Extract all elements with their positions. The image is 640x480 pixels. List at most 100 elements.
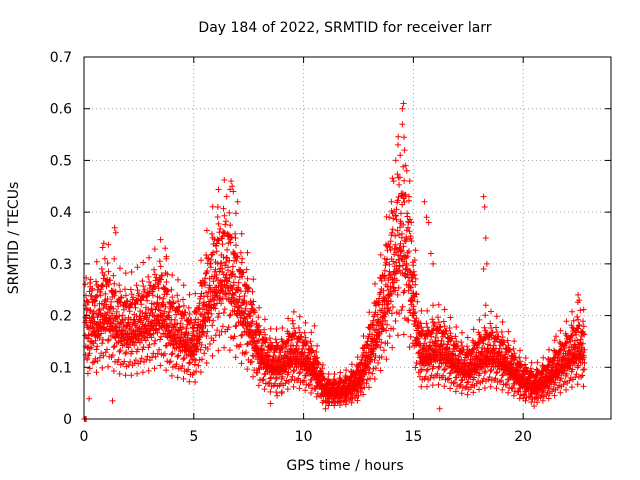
data-point [268,374,275,381]
data-point [168,351,175,358]
data-point [394,227,401,234]
data-point [96,354,103,361]
data-point [260,376,267,383]
data-point [134,287,141,294]
data-point [392,241,399,248]
data-point [195,362,202,369]
data-point [306,381,313,388]
data-point [424,324,431,331]
data-point [100,281,106,288]
data-point [389,175,396,182]
data-point [392,157,399,164]
data-point [301,377,308,384]
data-point [93,346,100,353]
data-point [148,305,155,312]
data-point [167,358,174,365]
data-point [539,397,546,404]
data-point [395,332,401,339]
data-point [562,340,569,347]
data-point [103,301,110,308]
data-point [180,375,187,382]
data-point [217,260,224,267]
data-point [157,263,164,270]
data-point [421,198,428,205]
data-point [568,332,575,339]
data-point [175,276,181,283]
data-point [473,380,480,387]
data-point [407,233,414,240]
data-point [493,385,500,392]
data-point [136,290,142,297]
data-point [227,239,234,246]
data-point [390,325,397,332]
data-point [524,367,531,374]
data-point [301,329,308,336]
data-point [510,345,517,352]
data-point [207,341,213,347]
data-point [388,198,395,205]
data-point [141,286,148,293]
data-point [221,177,228,183]
data-point [170,299,177,306]
data-point [139,369,146,376]
data-point [127,358,134,365]
data-point [121,358,128,365]
data-point [234,198,241,205]
data-point [223,272,230,279]
axis-ticks: 0 0.1 0.2 0.3 0.4 0.5 0.6 0.7 0 5 10 15 20 [50,50,611,445]
data-point [487,367,494,374]
data-point [254,369,261,376]
data-point [443,328,450,335]
data-point [169,350,176,357]
data-point [384,340,391,347]
data-point [348,399,355,406]
data-point [499,386,506,393]
data-point [410,262,417,269]
data-point [411,257,418,264]
data-point [499,334,506,341]
data-point [464,379,471,386]
data-point [232,235,239,241]
data-point [414,335,421,342]
data-point [267,400,274,407]
data-point [208,310,215,317]
data-point [93,278,99,285]
data-point [231,333,238,340]
data-point [262,331,268,338]
data-point [313,393,320,400]
data-point [451,379,458,386]
data-point [93,258,100,265]
data-point [227,311,234,318]
data-point [378,353,385,360]
y-axis-label: SRMTID / TECUs [6,182,22,295]
data-point [91,359,98,365]
data-point [311,322,318,329]
data-point [245,284,252,291]
data-point [168,372,175,379]
data-point [580,318,586,325]
data-point [174,292,181,299]
data-point [407,333,414,340]
data-point [111,224,118,231]
data-point [453,338,460,345]
data-point [224,246,231,253]
data-point [175,352,182,359]
grid-layer [84,57,611,419]
data-point [369,331,375,338]
data-point [441,323,448,330]
data-point [444,376,451,383]
data-point [388,310,395,317]
data-point [138,301,145,308]
data-point [342,401,349,408]
data-point [348,373,355,380]
data-point [215,186,222,193]
data-point [410,312,417,319]
data-point [232,354,239,361]
data-point [243,301,250,307]
data-point [153,300,160,307]
data-point [200,330,207,336]
data-point [290,308,297,315]
data-point [450,348,457,355]
data-point [495,333,502,340]
data-point [232,323,239,330]
